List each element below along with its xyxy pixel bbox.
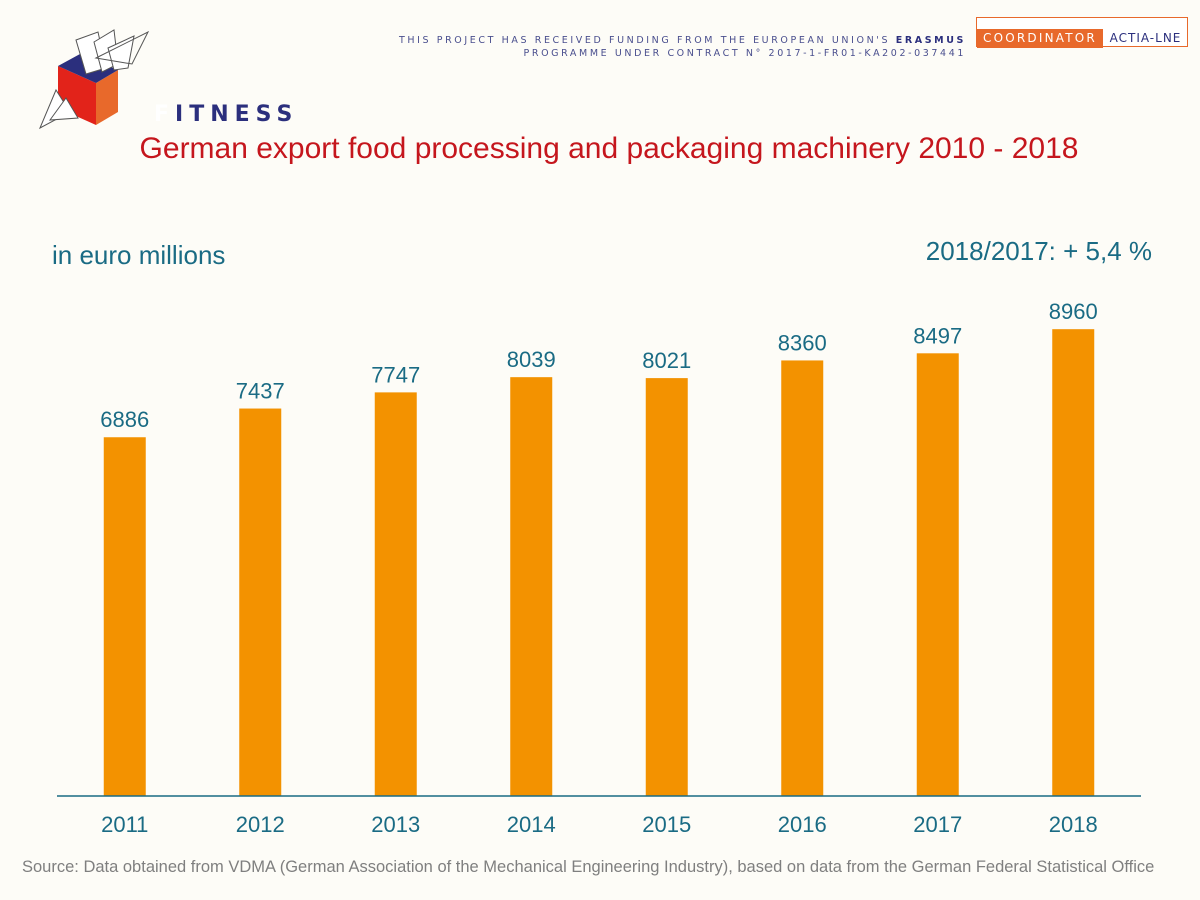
- data-label-2011: 6886: [100, 407, 149, 432]
- bar-2014: [510, 377, 553, 796]
- logo-wordmark: FITNESS: [154, 102, 298, 127]
- data-label-2017: 8497: [913, 323, 962, 348]
- unit-label: in euro millions: [52, 240, 226, 270]
- x-tick-label-2018: 2018: [1049, 812, 1098, 837]
- data-label-2014: 8039: [507, 347, 556, 372]
- change-label: 2018/2017: + 5,4 %: [925, 236, 1152, 266]
- x-tick-label-2013: 2013: [371, 812, 420, 837]
- chart-title: German export food processing and packag…: [139, 132, 1079, 165]
- bar-2013: [374, 392, 417, 796]
- funding-erasmus: ERASMUS: [895, 35, 966, 46]
- x-tick-label-2017: 2017: [913, 812, 962, 837]
- funding-notice: THIS PROJECT HAS RECEIVED FUNDING FROM T…: [399, 34, 966, 60]
- coordinator-box: COORDINATOR ACTIA-LNE: [976, 17, 1188, 48]
- x-tick-label-2015: 2015: [642, 812, 691, 837]
- funding-line-2: PROGRAMME UNDER CONTRACT N° 2017-1-FR01-…: [523, 48, 966, 59]
- bar-2011: [103, 437, 146, 796]
- source-note: Source: Data obtained from VDMA (German …: [22, 858, 1155, 876]
- logo-wordmark-first: F: [154, 102, 176, 127]
- bar-2012: [239, 408, 282, 796]
- funding-line-1-text: THIS PROJECT HAS RECEIVED FUNDING FROM T…: [398, 35, 896, 46]
- data-label-2015: 8021: [642, 348, 691, 373]
- data-label-2012: 7437: [236, 379, 285, 404]
- x-tick-label-2014: 2014: [507, 812, 556, 837]
- bar-2017: [916, 353, 959, 796]
- bar-2018: [1052, 329, 1095, 796]
- x-tick-label-2011: 2011: [101, 812, 148, 837]
- data-label-2016: 8360: [778, 330, 827, 355]
- x-tick-label-2016: 2016: [778, 812, 827, 837]
- x-tick-label-2012: 2012: [236, 812, 285, 837]
- coordinator-label: COORDINATOR: [977, 29, 1103, 48]
- data-label-2013: 7747: [371, 362, 420, 387]
- coordinator-name: ACTIA-LNE: [1109, 31, 1182, 45]
- bar-2016: [781, 360, 824, 796]
- data-label-2018: 8960: [1049, 299, 1098, 324]
- logo-wordmark-rest: ITNESS: [175, 102, 299, 127]
- funding-line-1: THIS PROJECT HAS RECEIVED FUNDING FROM T…: [399, 34, 966, 47]
- bar-2015: [645, 378, 688, 796]
- fitness-book-icon: [38, 29, 150, 130]
- fitness-logo: FITNESS: [36, 28, 292, 138]
